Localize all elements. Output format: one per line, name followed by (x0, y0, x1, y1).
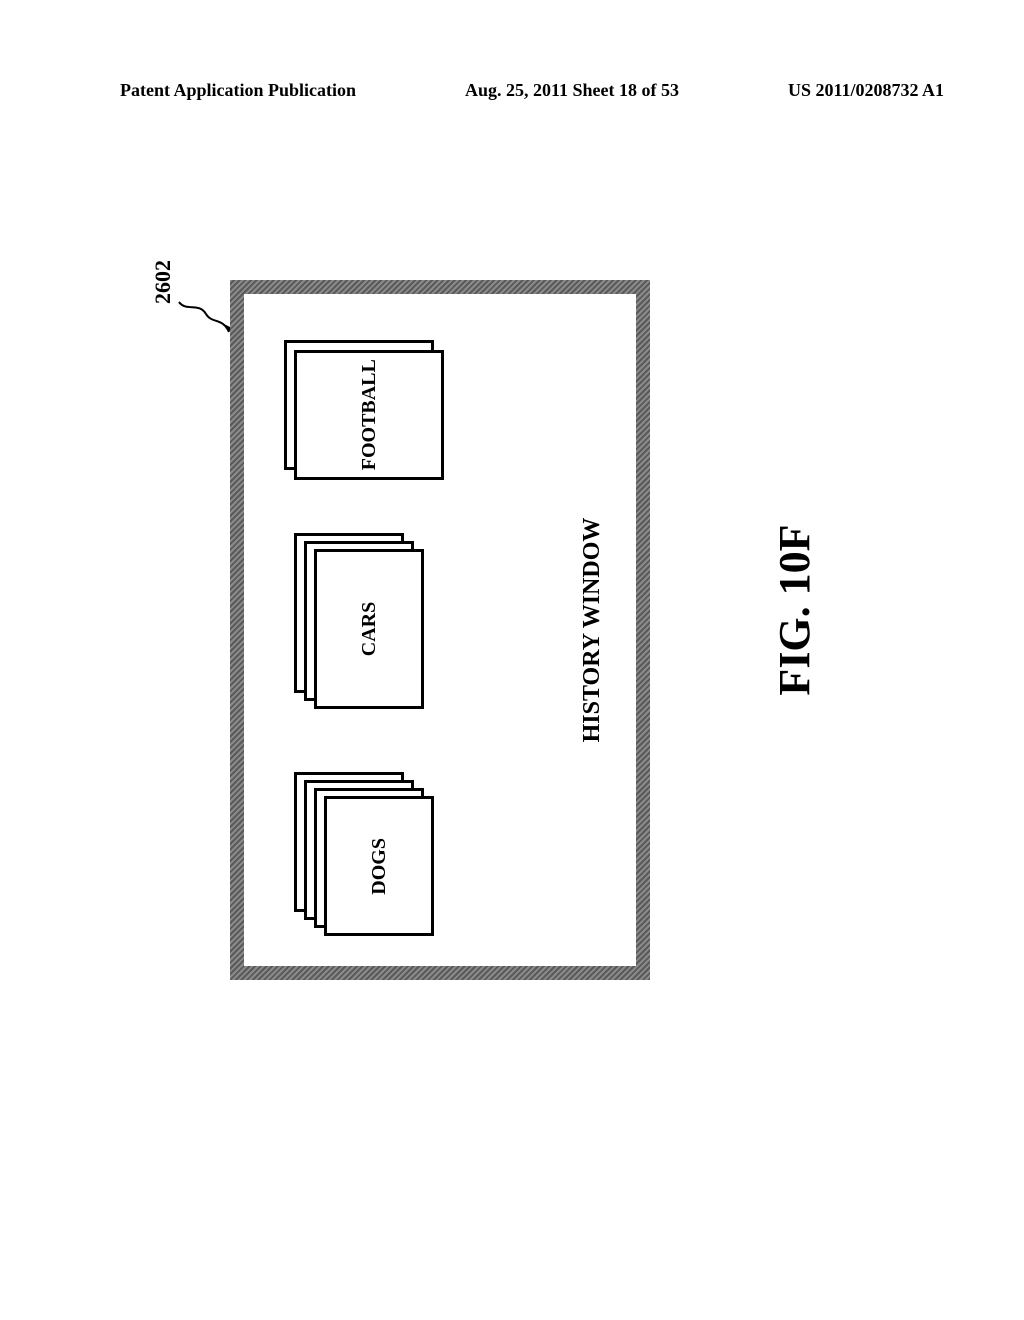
card-label: DOGS (368, 838, 391, 895)
stacks-row: DOGS CARS FOOTBALL (284, 294, 454, 966)
page-header: Patent Application Publication Aug. 25, … (120, 80, 944, 101)
figure-caption: FIG. 10F (769, 200, 820, 1020)
reference-number: 2602 (150, 260, 176, 304)
history-window-label: HISTORY WINDOW (579, 294, 606, 966)
figure-landscape: 2602 DOGS CARS (140, 200, 860, 1020)
card-label: CARS (358, 602, 381, 656)
header-left: Patent Application Publication (120, 80, 356, 101)
card-front-dogs: DOGS (324, 796, 434, 936)
card-front-football: FOOTBALL (294, 350, 444, 480)
stack-cars: CARS (294, 535, 454, 715)
header-center: Aug. 25, 2011 Sheet 18 of 53 (465, 80, 679, 101)
card-front-cars: CARS (314, 549, 424, 709)
stack-dogs: DOGS (294, 762, 454, 942)
history-window: DOGS CARS FOOTBALL HISTORY (230, 280, 650, 980)
card-label: FOOTBALL (358, 359, 381, 470)
header-right: US 2011/0208732 A1 (788, 80, 944, 101)
stack-football: FOOTBALL (284, 318, 454, 488)
lead-line-arrow (174, 292, 234, 352)
figure-area: 2602 DOGS CARS (90, 250, 910, 970)
